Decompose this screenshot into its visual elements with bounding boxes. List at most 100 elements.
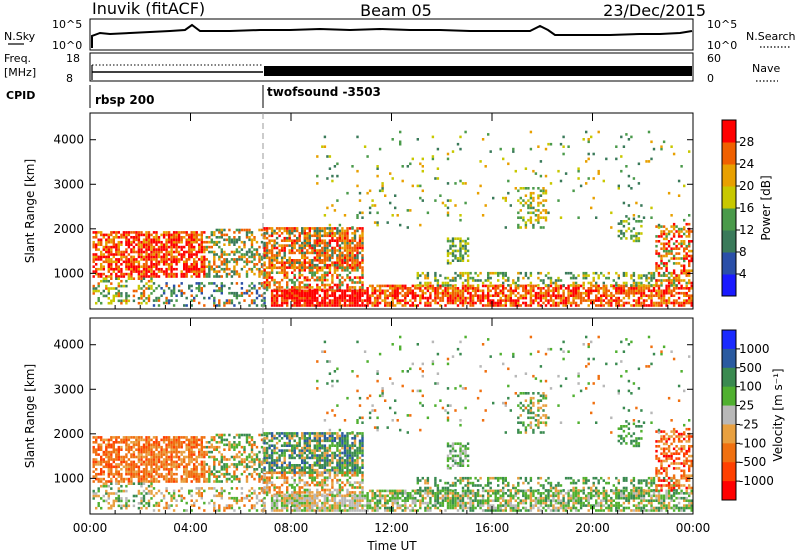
heatmap-cell (529, 304, 533, 307)
heatmap-cell (293, 289, 296, 293)
heatmap-cell (341, 296, 344, 300)
heatmap-cell (162, 463, 166, 466)
heatmap-cell (494, 294, 497, 297)
heatmap-cell (489, 301, 492, 305)
heatmap-cell (263, 256, 266, 260)
heatmap-cell (524, 223, 528, 227)
heatmap-cell (115, 480, 118, 483)
heatmap-cell (569, 301, 573, 305)
heatmap-cell (135, 265, 138, 268)
heatmap-cell (110, 477, 113, 481)
heatmap-cell (672, 254, 676, 258)
heatmap-cell (562, 304, 565, 307)
heatmap-cell (162, 231, 166, 234)
heatmap-cell (220, 255, 223, 259)
heatmap-cell (421, 271, 424, 275)
heatmap-cell (218, 504, 221, 507)
heatmap-cell (218, 441, 221, 444)
heatmap-cell (280, 259, 284, 262)
heatmap-cell (180, 453, 183, 456)
heatmap-cell (188, 489, 191, 493)
heatmap-cell (454, 289, 457, 293)
heatmap-cell (228, 243, 231, 246)
heatmap-cell (348, 271, 352, 274)
heatmap-cell (112, 443, 115, 447)
heatmap-cell (562, 291, 565, 295)
heatmap-cell (172, 509, 176, 512)
heatmap-cell (263, 246, 266, 250)
heatmap-cell (127, 238, 131, 242)
heatmap-cell (529, 274, 533, 277)
heatmap-cell (336, 249, 339, 252)
heatmap-cell (502, 196, 505, 200)
heatmap-cell (439, 296, 442, 300)
heatmap-cell (283, 256, 286, 260)
heatmap-cell (130, 436, 133, 439)
heatmap-cell (115, 438, 118, 442)
heatmap-cell (680, 291, 683, 295)
heatmap-cell (203, 489, 206, 493)
heatmap-cell (270, 466, 274, 469)
heatmap-cell (356, 291, 359, 295)
heatmap-cell (92, 260, 95, 264)
heatmap-cell (647, 289, 651, 293)
heatmap-cell (188, 448, 191, 451)
heatmap-cell (183, 304, 186, 307)
heatmap-cell (125, 299, 128, 303)
heatmap-cell (620, 232, 623, 235)
heatmap-cell (152, 445, 156, 449)
heatmap-cell (424, 284, 427, 287)
heatmap-cell (147, 270, 151, 273)
heatmap-cell (507, 284, 510, 287)
heatmap-cell (265, 278, 269, 282)
heatmap-cell (537, 287, 540, 290)
heatmap-cell (637, 239, 641, 243)
heatmap-cell (356, 169, 359, 173)
heatmap-cell (260, 487, 264, 490)
heatmap-cell (270, 232, 274, 235)
heatmap-cell (112, 245, 115, 249)
heatmap-cell (273, 294, 276, 297)
heatmap-cell (278, 234, 281, 238)
heatmap-cell (441, 289, 445, 293)
heatmap-cell (165, 477, 168, 481)
heatmap-cell (198, 282, 201, 285)
heatmap-cell (180, 245, 183, 249)
heatmap-cell (665, 249, 668, 253)
heatmap-cell (258, 460, 261, 464)
heatmap-cell (363, 291, 367, 295)
heatmap-cell (336, 259, 339, 262)
heatmap-cell (456, 296, 460, 300)
heatmap-cell (100, 455, 103, 459)
heatmap-cell (564, 172, 568, 175)
heatmap-cell (107, 253, 110, 256)
heatmap-cell (316, 283, 319, 287)
heatmap-cell (549, 281, 553, 285)
heatmap-cell (293, 294, 296, 297)
heatmap-cell (499, 289, 502, 293)
heatmap-cell (645, 276, 648, 280)
heatmap-cell (338, 229, 342, 233)
heatmap-cell (117, 282, 120, 285)
heatmap-cell (198, 287, 201, 290)
heatmap-cell (421, 157, 424, 161)
heatmap-cell (167, 233, 171, 237)
heatmap-cell (273, 266, 276, 270)
heatmap-cell (172, 267, 176, 271)
heatmap-cell (597, 287, 600, 290)
heatmap-cell (469, 271, 472, 275)
heatmap-cell (351, 239, 354, 242)
heatmap-cell (112, 441, 115, 444)
heatmap-cell (572, 276, 575, 280)
heatmap-cell (125, 438, 128, 442)
heatmap-cell (155, 253, 158, 256)
heatmap-cell (534, 214, 538, 217)
heatmap-cell (321, 249, 324, 252)
heatmap-cell (195, 438, 198, 442)
heatmap-cell (120, 258, 123, 261)
heatmap-cell (308, 227, 311, 230)
heatmap-cell (107, 506, 110, 510)
heatmap-cell (499, 299, 502, 302)
heatmap-cell (132, 255, 136, 259)
heatmap-cell (130, 240, 133, 244)
